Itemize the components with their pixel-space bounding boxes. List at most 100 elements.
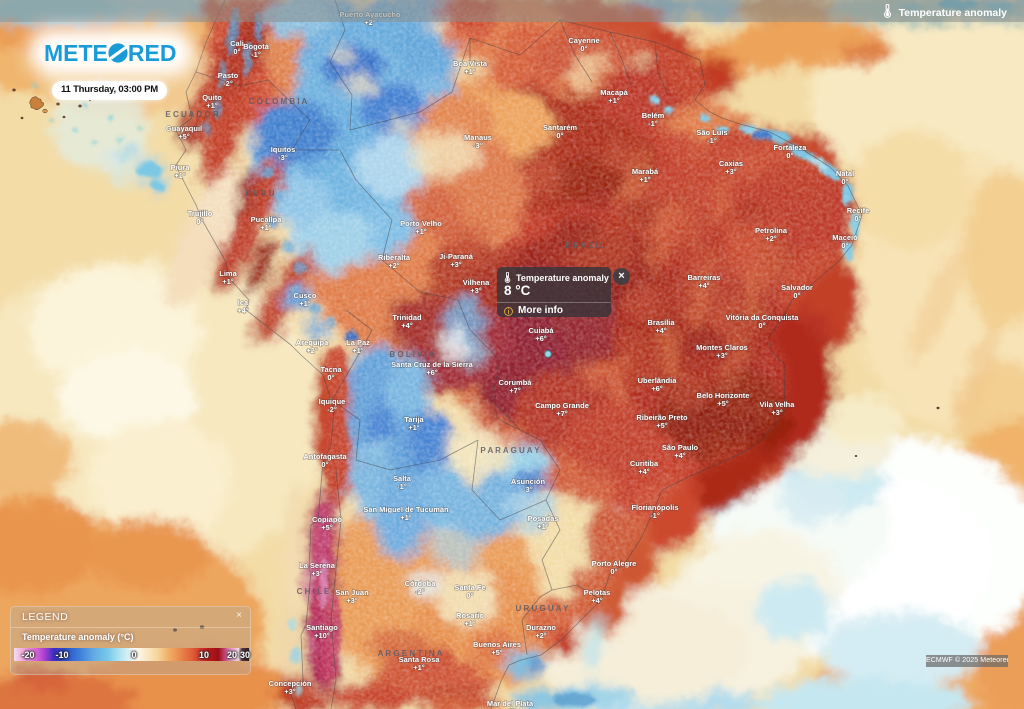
svg-text:Corumbá: Corumbá bbox=[499, 378, 533, 387]
svg-text:+10°: +10° bbox=[314, 631, 330, 640]
svg-text:+1°: +1° bbox=[299, 299, 311, 308]
svg-text:Córdoba: Córdoba bbox=[405, 579, 437, 588]
svg-text:C H I L E: C H I L E bbox=[297, 587, 330, 596]
svg-text:+2°: +2° bbox=[765, 234, 777, 243]
svg-text:Cusco: Cusco bbox=[294, 291, 317, 300]
svg-text:+4°: +4° bbox=[638, 467, 650, 476]
svg-text:+5°: +5° bbox=[504, 707, 516, 709]
svg-text:Pasto: Pasto bbox=[218, 71, 239, 80]
svg-text:Santiago: Santiago bbox=[306, 623, 338, 632]
svg-text:E C U A D O R: E C U A D O R bbox=[165, 110, 218, 119]
svg-text:Florianópolis: Florianópolis bbox=[631, 503, 678, 512]
svg-text:Petrolina: Petrolina bbox=[755, 226, 788, 235]
svg-text:Ji-Paraná: Ji-Paraná bbox=[439, 252, 474, 261]
svg-text:+2°: +2° bbox=[306, 346, 318, 355]
svg-text:Porto Velho: Porto Velho bbox=[400, 219, 442, 228]
svg-text:-2°: -2° bbox=[327, 405, 337, 414]
svg-text:Iquitos: Iquitos bbox=[271, 145, 296, 154]
svg-text:Posadas: Posadas bbox=[528, 514, 559, 523]
svg-text:Tacna: Tacna bbox=[320, 365, 342, 374]
svg-text:Antofagasta: Antofagasta bbox=[303, 452, 347, 461]
svg-text:Copiapó: Copiapó bbox=[312, 515, 342, 524]
svg-text:P E R U: P E R U bbox=[246, 189, 275, 198]
svg-text:+5°: +5° bbox=[178, 132, 190, 141]
svg-text:Manaus: Manaus bbox=[464, 133, 492, 142]
svg-text:Montes Claros: Montes Claros bbox=[696, 343, 748, 352]
svg-text:+2°: +2° bbox=[535, 631, 547, 640]
svg-text:-1°: -1° bbox=[650, 511, 660, 520]
svg-text:+3°: +3° bbox=[725, 167, 737, 176]
svg-text:Concepción: Concepción bbox=[269, 679, 312, 688]
svg-text:Salta: Salta bbox=[393, 474, 412, 483]
svg-text:+1°: +1° bbox=[464, 67, 476, 76]
svg-text:0°: 0° bbox=[786, 151, 793, 160]
svg-text:-1°: -1° bbox=[648, 119, 658, 128]
svg-text:-2°: -2° bbox=[223, 79, 233, 88]
svg-text:Natal: Natal bbox=[836, 169, 854, 178]
svg-text:+1°: +1° bbox=[174, 171, 186, 180]
svg-text:Tarija: Tarija bbox=[404, 415, 424, 424]
svg-text:Piura: Piura bbox=[171, 163, 191, 172]
svg-text:Riberalta: Riberalta bbox=[378, 253, 411, 262]
svg-text:Boa Vista: Boa Vista bbox=[453, 59, 488, 68]
svg-text:+1°: +1° bbox=[352, 346, 364, 355]
svg-text:Rosario: Rosario bbox=[456, 611, 484, 620]
svg-text:+5°: +5° bbox=[656, 421, 668, 430]
svg-text:São Paulo: São Paulo bbox=[662, 443, 699, 452]
svg-text:-1°: -1° bbox=[707, 136, 717, 145]
svg-text:0°: 0° bbox=[321, 460, 328, 469]
svg-text:+1°: +1° bbox=[608, 96, 620, 105]
svg-text:+6°: +6° bbox=[426, 368, 438, 377]
svg-text:+5°: +5° bbox=[491, 648, 503, 657]
svg-text:+3°: +3° bbox=[311, 569, 323, 578]
svg-text:Belém: Belém bbox=[642, 111, 665, 120]
svg-text:Mar del Plata: Mar del Plata bbox=[487, 699, 534, 708]
svg-text:Ica: Ica bbox=[238, 298, 249, 307]
svg-text:-1°: -1° bbox=[251, 50, 261, 59]
svg-text:+1°: +1° bbox=[413, 663, 425, 672]
svg-text:Caxias: Caxias bbox=[719, 159, 743, 168]
svg-text:C O L O M B I A: C O L O M B I A bbox=[249, 97, 308, 106]
svg-text:Santa Fe: Santa Fe bbox=[454, 583, 485, 592]
svg-text:Brasília: Brasília bbox=[647, 318, 675, 327]
svg-text:+2°: +2° bbox=[364, 18, 376, 27]
svg-text:-3°: -3° bbox=[523, 485, 533, 494]
svg-text:0°: 0° bbox=[196, 217, 203, 226]
svg-text:+1°: +1° bbox=[537, 522, 549, 531]
svg-text:+6°: +6° bbox=[651, 384, 663, 393]
svg-text:+4°: +4° bbox=[591, 596, 603, 605]
svg-text:San Miguel de Tucumán: San Miguel de Tucumán bbox=[363, 505, 449, 514]
svg-text:-3°: -3° bbox=[278, 153, 288, 162]
svg-text:Buenos Aires: Buenos Aires bbox=[473, 640, 521, 649]
svg-text:Santa Rosa: Santa Rosa bbox=[399, 655, 441, 664]
svg-text:0°: 0° bbox=[466, 591, 473, 600]
svg-text:Uberlândia: Uberlândia bbox=[638, 376, 678, 385]
svg-text:Fortaleza: Fortaleza bbox=[774, 143, 808, 152]
svg-text:0°: 0° bbox=[841, 241, 848, 250]
svg-text:Macapá: Macapá bbox=[600, 88, 628, 97]
svg-text:0°: 0° bbox=[854, 214, 861, 223]
svg-text:+1°: +1° bbox=[408, 423, 420, 432]
svg-text:Pelotas: Pelotas bbox=[584, 588, 611, 597]
svg-text:0°: 0° bbox=[556, 131, 563, 140]
svg-text:Vila Velha: Vila Velha bbox=[760, 400, 796, 409]
svg-text:+5°: +5° bbox=[321, 523, 333, 532]
svg-text:+4°: +4° bbox=[655, 326, 667, 335]
svg-text:0°: 0° bbox=[327, 373, 334, 382]
svg-text:0°: 0° bbox=[793, 291, 800, 300]
svg-text:0°: 0° bbox=[233, 47, 240, 56]
svg-text:+3°: +3° bbox=[470, 286, 482, 295]
svg-text:Vitória da Conquista: Vitória da Conquista bbox=[726, 313, 800, 322]
svg-text:P A R A G U A Y: P A R A G U A Y bbox=[480, 446, 540, 455]
svg-text:Asunción: Asunción bbox=[511, 477, 546, 486]
svg-text:B O L I V I A: B O L I V I A bbox=[389, 350, 435, 359]
svg-text:Ribeirão Preto: Ribeirão Preto bbox=[636, 413, 688, 422]
svg-text:Lima: Lima bbox=[219, 269, 237, 278]
svg-text:Guayaquil: Guayaquil bbox=[166, 124, 202, 133]
svg-text:+3°: +3° bbox=[716, 351, 728, 360]
svg-text:Quito: Quito bbox=[202, 93, 222, 102]
svg-text:Vilhena: Vilhena bbox=[463, 278, 490, 287]
svg-text:0°: 0° bbox=[610, 567, 617, 576]
svg-text:Porto Alegre: Porto Alegre bbox=[592, 559, 637, 568]
svg-text:Arequipa: Arequipa bbox=[296, 338, 329, 347]
